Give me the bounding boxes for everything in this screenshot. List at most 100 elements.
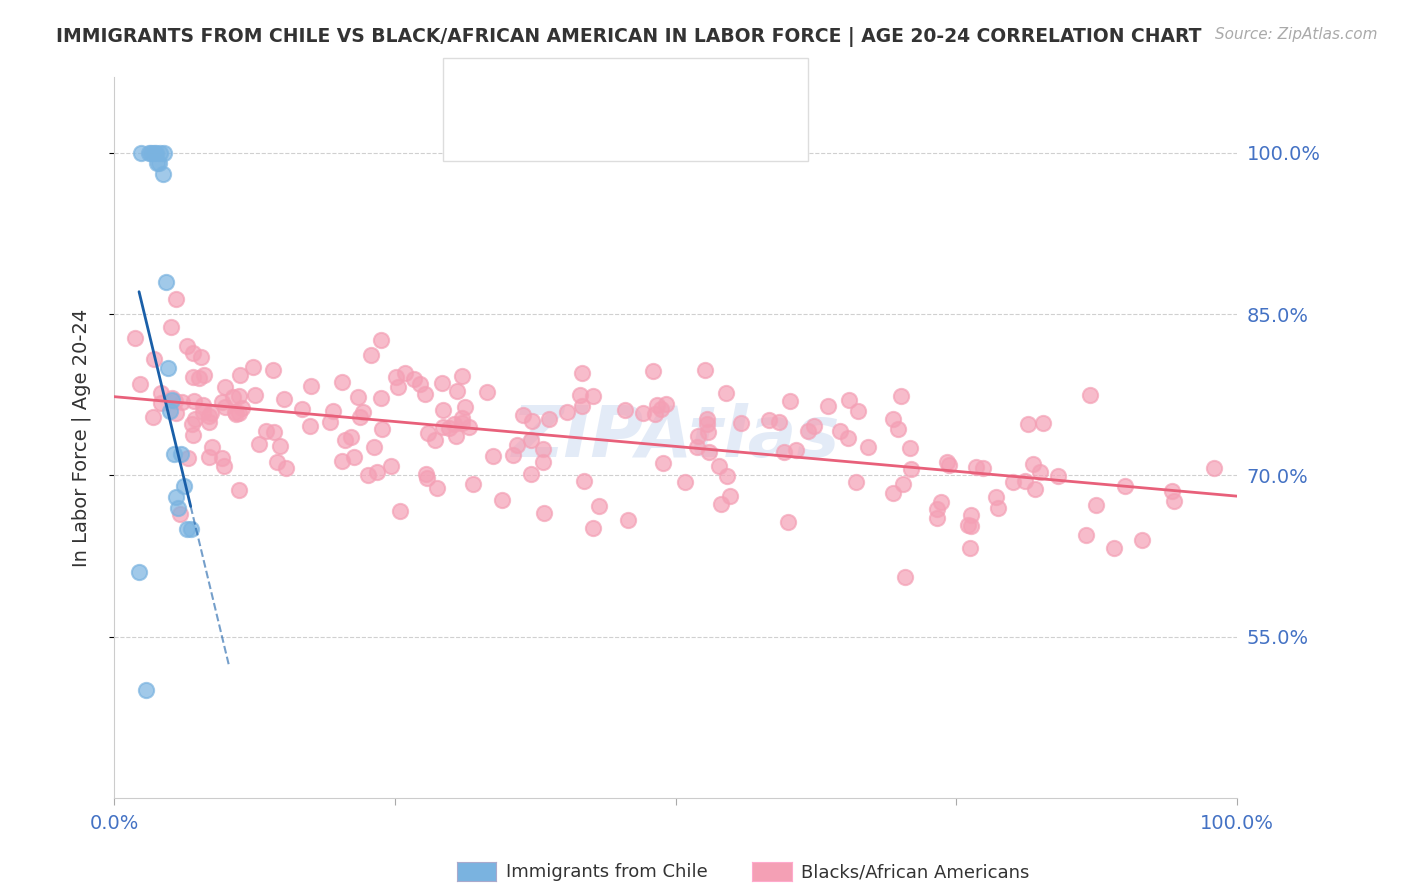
Point: [709, 458, 731, 473]
Point: [167, 500, 190, 515]
Point: [387, 379, 409, 393]
Point: [160, 393, 183, 408]
Text: IMMIGRANTS FROM CHILE VS BLACK/AFRICAN AMERICAN IN LABOR FORCE | AGE 20-24 CORRE: IMMIGRANTS FROM CHILE VS BLACK/AFRICAN A…: [56, 27, 1202, 46]
Point: [890, 389, 912, 403]
Point: [181, 427, 204, 442]
Point: [502, 448, 524, 462]
Point: [697, 445, 720, 459]
Point: [165, 292, 187, 306]
Point: [416, 471, 439, 485]
Point: [142, 145, 165, 160]
Point: [222, 390, 245, 404]
Point: [404, 372, 426, 386]
Point: [183, 394, 205, 409]
Point: [214, 400, 236, 414]
Point: [437, 421, 460, 435]
Point: [1114, 479, 1136, 493]
Point: [568, 388, 591, 402]
Point: [1024, 482, 1046, 496]
Point: [181, 417, 204, 432]
Point: [243, 387, 266, 401]
Point: [987, 500, 1010, 515]
Point: [846, 404, 869, 418]
Point: [1032, 417, 1054, 431]
Point: [366, 465, 388, 479]
Point: [247, 437, 270, 451]
Point: [224, 405, 246, 419]
Point: [716, 469, 738, 483]
Point: [828, 425, 851, 439]
Point: [142, 410, 165, 425]
Point: [335, 433, 357, 447]
Point: [710, 497, 733, 511]
Point: [555, 405, 578, 419]
Point: [588, 500, 610, 514]
Point: [938, 458, 960, 473]
Point: [959, 541, 981, 555]
Point: [856, 440, 879, 454]
Point: [696, 417, 718, 431]
Point: [190, 351, 212, 365]
Point: [180, 522, 202, 536]
Point: [124, 331, 146, 345]
Point: [319, 416, 342, 430]
Point: [176, 522, 198, 536]
Point: [242, 360, 264, 375]
Point: [148, 834, 170, 848]
Point: [198, 450, 221, 464]
Point: [1163, 494, 1185, 508]
Point: [1161, 484, 1184, 499]
Point: [177, 450, 200, 465]
Point: [817, 399, 839, 413]
Point: [201, 440, 224, 454]
Text: 0.416: 0.416: [548, 82, 605, 100]
Point: [225, 407, 247, 421]
Point: [614, 403, 637, 417]
Point: [893, 569, 915, 583]
Point: [785, 442, 807, 457]
Point: [357, 468, 380, 483]
Point: [644, 407, 666, 421]
Point: [655, 397, 678, 411]
Point: [193, 405, 215, 419]
Point: [450, 369, 472, 384]
Point: [385, 370, 408, 384]
Point: [299, 418, 322, 433]
Point: [574, 474, 596, 488]
Point: [520, 414, 543, 428]
Point: [531, 442, 554, 456]
Point: [152, 145, 174, 160]
Point: [155, 275, 177, 289]
Point: [266, 455, 288, 469]
Point: [673, 475, 696, 489]
Text: N=: N=: [633, 123, 661, 141]
Point: [451, 410, 474, 425]
Point: [211, 450, 233, 465]
Point: [157, 360, 180, 375]
Point: [228, 406, 250, 420]
Point: [165, 490, 187, 504]
Point: [183, 412, 205, 426]
Point: [150, 386, 173, 401]
Point: [688, 429, 710, 443]
Point: [423, 433, 446, 447]
Point: [965, 460, 987, 475]
Text: 100.0%: 100.0%: [1199, 814, 1274, 833]
Point: [322, 404, 344, 418]
Text: R =: R =: [489, 123, 523, 141]
Point: [718, 489, 741, 503]
Point: [450, 416, 472, 430]
Point: [181, 346, 204, 360]
Point: [198, 415, 221, 429]
Point: [143, 352, 166, 367]
Point: [228, 389, 250, 403]
Point: [617, 513, 640, 527]
Point: [193, 368, 215, 383]
Point: [475, 385, 498, 400]
Point: [165, 406, 187, 420]
Text: ZIPAtlas: ZIPAtlas: [512, 403, 839, 472]
Point: [330, 375, 353, 389]
Point: [900, 462, 922, 476]
Point: [394, 367, 416, 381]
Point: [779, 394, 801, 409]
